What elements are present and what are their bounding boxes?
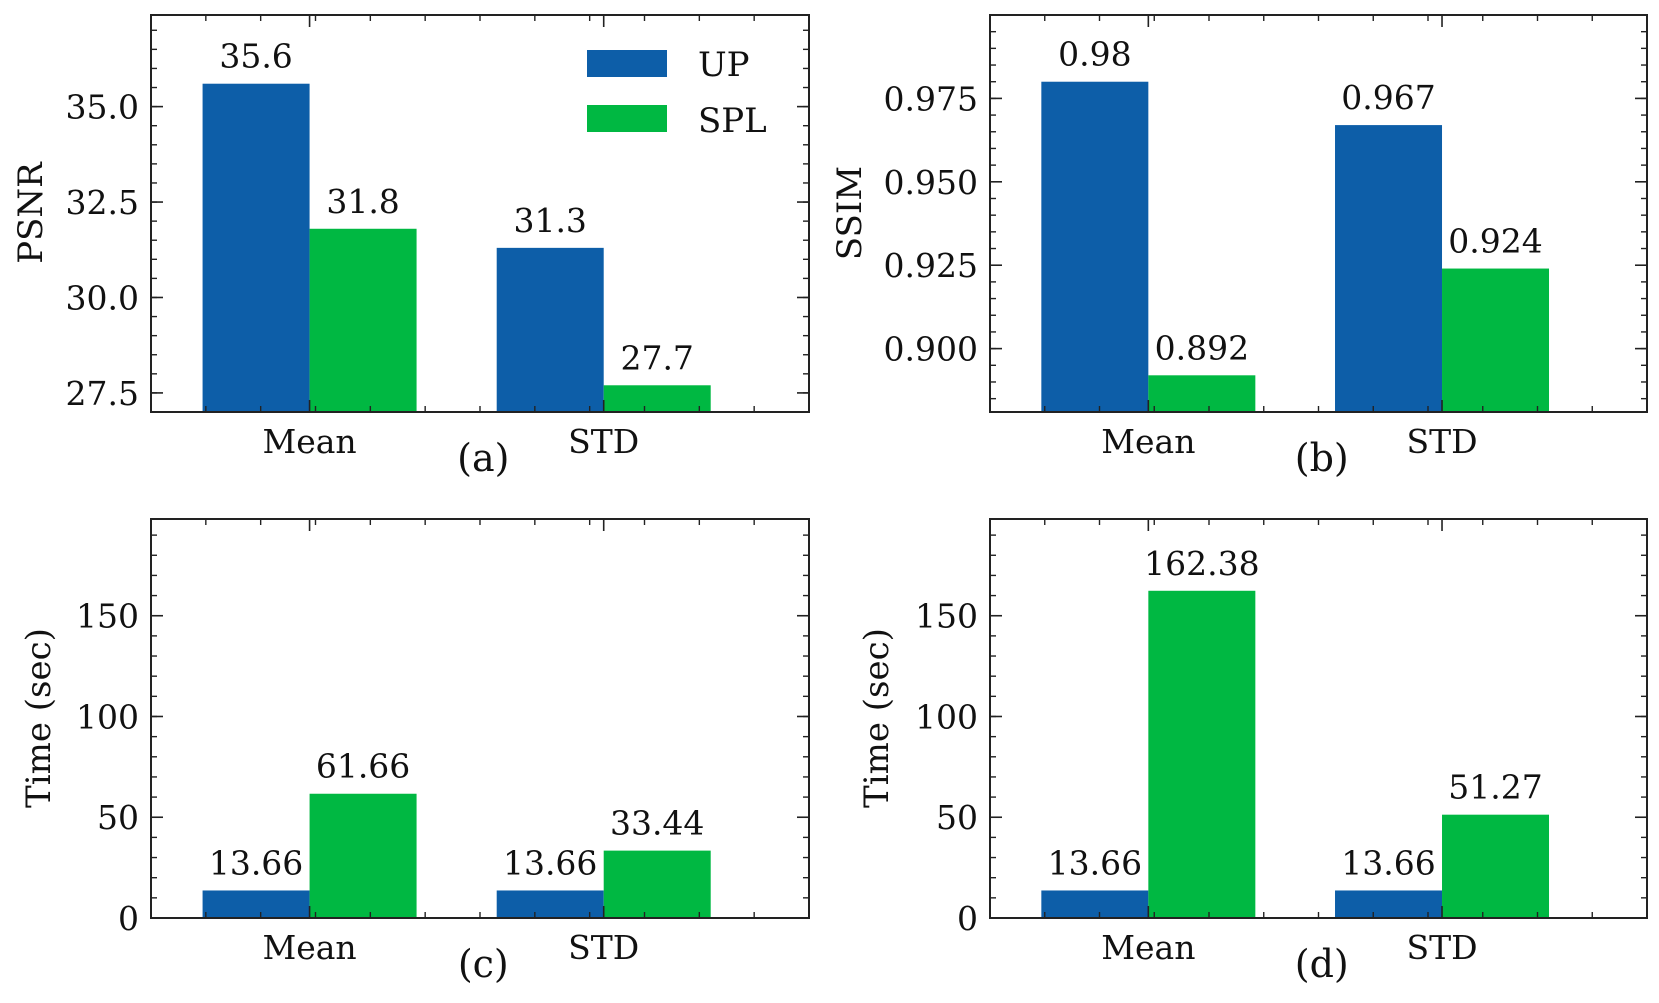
y-axis-label: Time (sec) <box>857 628 897 808</box>
y-axis-label: SSIM <box>830 166 870 260</box>
value-label-spl-std: 0.924 <box>1448 222 1542 261</box>
bar-up-std <box>1335 125 1443 412</box>
value-label-up-std: 0.967 <box>1341 78 1435 117</box>
bar-spl-mean <box>309 793 417 918</box>
y-tick-label: 150 <box>76 597 139 636</box>
value-label-spl-mean: 31.8 <box>326 182 399 221</box>
value-label-up-std: 13.66 <box>1341 843 1435 882</box>
bar-up-std <box>1335 890 1443 918</box>
x-category-label: Mean <box>262 422 356 461</box>
bar-up-mean <box>202 890 310 918</box>
bar-up-mean <box>1041 81 1149 412</box>
bar-up-std <box>496 247 604 412</box>
panel-label: (c) <box>458 942 509 986</box>
value-label-spl-mean: 61.66 <box>316 747 410 786</box>
y-tick-label: 0 <box>118 899 139 938</box>
y-tick-label: 27.5 <box>66 374 139 413</box>
value-label-up-mean: 35.6 <box>219 37 292 76</box>
value-label-up-std: 13.66 <box>503 843 597 882</box>
chart-panel-2: 0.98 0.892 0.967 0.924 0.900 0.925 0.950 0.975 M… <box>830 14 1648 480</box>
y-tick-label: 50 <box>936 798 978 837</box>
value-label-spl-mean: 0.892 <box>1155 328 1249 367</box>
x-category-label: STD <box>568 422 639 461</box>
y-tick-label: 32.5 <box>66 183 139 222</box>
value-label-spl-std: 27.7 <box>620 338 693 377</box>
value-label-up-std: 31.3 <box>513 201 586 240</box>
x-category-label: Mean <box>1101 928 1195 967</box>
y-tick-label: 35.0 <box>66 88 139 127</box>
bar-spl-std <box>603 385 711 412</box>
bar-spl-std <box>1442 268 1550 412</box>
y-tick-label: 0 <box>957 899 978 938</box>
value-label-up-mean: 0.98 <box>1058 35 1131 74</box>
value-label-spl-std: 51.27 <box>1448 768 1542 807</box>
y-tick-label: 50 <box>97 798 139 837</box>
bar-spl-std <box>1442 814 1550 918</box>
bar-up-mean <box>1041 890 1149 918</box>
bar-spl-mean <box>1148 375 1256 412</box>
bar-spl-std <box>603 850 711 918</box>
value-label-up-mean: 13.66 <box>209 843 303 882</box>
legend-swatch-up <box>587 50 667 77</box>
legend-label-spl: SPL <box>698 101 767 141</box>
x-minor-ticks <box>205 15 755 412</box>
legend-label-up: UP <box>698 45 750 85</box>
legend-swatch-spl <box>587 105 667 132</box>
y-tick-label: 150 <box>915 597 978 636</box>
panel-label: (a) <box>457 436 509 480</box>
bar-up-mean <box>202 83 310 412</box>
chart-panel-4: 13.66 162.38 13.66 51.27 0 50 100 150 Mean STD (d)… <box>857 518 1648 986</box>
value-label-spl-mean: 162.38 <box>1144 544 1259 583</box>
y-tick-label: 100 <box>915 697 978 736</box>
x-minor-ticks <box>1044 519 1593 918</box>
value-label-spl-std: 33.44 <box>610 804 704 843</box>
chart-panel-3: 13.66 61.66 13.66 33.44 0 50 100 150 Mean STD (c) T… <box>19 518 810 986</box>
bar-spl-mean <box>1148 590 1256 918</box>
x-minor-ticks <box>1044 15 1593 412</box>
y-tick-label: 0.925 <box>884 246 978 285</box>
x-category-label: STD <box>1406 422 1477 461</box>
x-category-label: STD <box>1406 928 1477 967</box>
x-category-label: Mean <box>1101 422 1195 461</box>
y-tick-label: 100 <box>76 697 139 736</box>
y-axis-label: PSNR <box>11 161 51 264</box>
chart-panel-1: 35.6 31.8 31.3 27.7 27.5 30.0 32.5 35.0 Mean STD (… <box>11 14 810 480</box>
y-tick-label: 0.950 <box>884 163 978 202</box>
y-tick-label: 0.900 <box>884 330 978 369</box>
value-label-up-mean: 13.66 <box>1048 843 1142 882</box>
bar-spl-mean <box>309 228 417 412</box>
panel-label: (d) <box>1295 942 1349 986</box>
y-axis-label: Time (sec) <box>19 628 59 808</box>
bar-up-std <box>496 890 604 918</box>
panel-label: (b) <box>1295 436 1349 480</box>
y-tick-label: 30.0 <box>66 278 139 317</box>
y-tick-label: 0.975 <box>884 79 978 118</box>
legend: UP SPL <box>587 45 767 141</box>
x-category-label: STD <box>568 928 639 967</box>
x-category-label: Mean <box>262 928 356 967</box>
x-minor-ticks <box>205 519 755 918</box>
